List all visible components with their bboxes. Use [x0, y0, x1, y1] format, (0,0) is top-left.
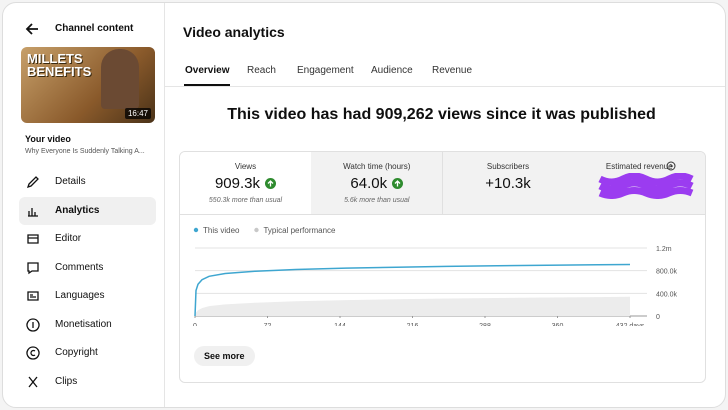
x-tick-label: 288 — [479, 323, 491, 326]
nav-label: Comments — [55, 261, 104, 273]
metric-tab[interactable]: Subscribers +10.3k — [442, 152, 575, 214]
sidebar: Channel content MILLETS BENEFITS 16:47 Y… — [3, 3, 165, 407]
nav-icon — [26, 346, 40, 360]
legend-label: Typical performance — [263, 226, 336, 235]
page-title: Video analytics — [183, 24, 285, 40]
x-tick-label: 216 — [407, 323, 419, 326]
metric-number: +10.3k — [485, 175, 531, 192]
metric-tab[interactable]: Estimated revenue — [573, 152, 705, 214]
tab[interactable]: Overview — [185, 65, 230, 76]
nav-icon — [27, 261, 39, 274]
line — [194, 263, 631, 317]
nav-item[interactable]: Editor — [19, 225, 156, 253]
nav-item[interactable]: Comments — [19, 254, 156, 282]
typical-area — [195, 296, 630, 316]
headline: This video has had 909,262 views since i… — [227, 106, 656, 123]
metric-number: 64.0k — [350, 175, 388, 192]
analytics-card: Views 909.3k 550.3k more than usual Watch t… — [179, 151, 706, 383]
thumbnail[interactable]: MILLETS BENEFITS 16:47 — [21, 47, 155, 123]
nav-icon — [26, 317, 40, 332]
icon-shape — [27, 234, 39, 244]
metric-value: +10.3k — [443, 175, 574, 192]
nav-item[interactable]: Analytics — [19, 196, 156, 225]
metric-tab[interactable]: Watch time (hours) 64.0k 5.6k more than us… — [311, 152, 444, 214]
metric-tab[interactable]: Views 909.3k 550.3k more than usual — [180, 152, 312, 214]
y-tick-label: 400.0k — [656, 291, 678, 298]
see-more-button[interactable]: See more — [194, 346, 255, 366]
legend-swatch — [193, 227, 199, 233]
up-arrow — [394, 180, 401, 187]
y-tick-label: 0 — [656, 314, 660, 321]
thumbnail-person — [101, 49, 139, 109]
icon-shape — [26, 317, 40, 332]
nav-label: Analytics — [55, 204, 100, 216]
metric-label: Watch time (hours) — [343, 162, 411, 171]
duration: 16:47 — [124, 108, 151, 119]
x-tick-label: 432 days — [616, 323, 645, 326]
up-arrow — [267, 180, 274, 187]
nav-item[interactable]: Copyright — [19, 339, 156, 367]
your-video-label: Your video — [25, 134, 71, 144]
x-tick-label: 360 — [552, 323, 564, 326]
y-tick-label: 800.0k — [656, 269, 678, 276]
icon-shape — [28, 376, 38, 387]
metric-note: 550.3k more than usual — [208, 197, 283, 204]
metric-number: 909.3k — [214, 175, 261, 192]
chart: This video Typical performance 0 400.0k 800.… — [193, 226, 678, 326]
icon-shape — [27, 261, 39, 274]
redaction-scribble — [598, 173, 694, 199]
nav-label: Editor — [55, 233, 82, 244]
metric-label: Estimated revenue — [605, 162, 673, 171]
icon-shape — [26, 346, 40, 360]
tab[interactable]: Audience — [371, 65, 413, 76]
x-tick-label: 144 — [334, 323, 346, 326]
up-icon — [265, 178, 277, 189]
back-button[interactable] — [25, 22, 39, 36]
tab[interactable]: Reach — [247, 65, 276, 76]
nav-icon — [27, 291, 39, 301]
nav-item[interactable]: Languages — [19, 282, 156, 310]
info-icon — [666, 161, 676, 171]
nav-item[interactable]: Monetisation — [19, 311, 156, 339]
metrics: Views 909.3k 550.3k more than usual Watch t… — [180, 152, 705, 215]
legend-label: This video — [203, 226, 240, 235]
redaction — [598, 173, 694, 199]
legend-swatch — [254, 227, 259, 233]
nav-item[interactable]: Details — [19, 168, 156, 196]
metric-label: Subscribers — [486, 162, 530, 171]
nav-icon — [28, 376, 38, 387]
nav-label: Details — [55, 176, 86, 187]
nav-icon — [28, 207, 38, 217]
metric-value: 909.3k — [180, 175, 311, 192]
clock-circle — [666, 161, 676, 171]
nav-icon — [26, 176, 39, 189]
header: Channel content — [55, 23, 134, 34]
tab-underline — [184, 84, 230, 86]
nav-label: Languages — [55, 290, 105, 301]
metric-note: 5.6k more than usual — [344, 197, 410, 204]
y-tick-label: 1.2m — [656, 246, 672, 253]
up-icon — [392, 178, 404, 189]
tab-divider — [164, 86, 725, 87]
icon-shape — [27, 291, 39, 301]
nav-item[interactable]: Clips — [19, 368, 156, 396]
tab[interactable]: Engagement — [297, 65, 354, 76]
icon-shape — [26, 176, 39, 189]
metric-label: Views — [234, 162, 257, 171]
tab[interactable]: Revenue — [432, 65, 473, 76]
nav-label: Clips — [55, 375, 78, 387]
nav-icon — [27, 234, 39, 244]
nav-label: Copyright — [55, 347, 98, 358]
video-title: Why Everyone Is Suddenly Talking A... — [25, 148, 145, 155]
thumbnail-text: MILLETS BENEFITS — [27, 51, 92, 79]
x-tick-label: 72 — [264, 323, 272, 326]
nav-label: Monetisation — [55, 318, 112, 330]
clock-hand — [670, 164, 673, 167]
metric-value: 64.0k — [311, 175, 442, 192]
icon-shape — [28, 207, 38, 217]
x-tick-label: 0 — [193, 323, 197, 326]
